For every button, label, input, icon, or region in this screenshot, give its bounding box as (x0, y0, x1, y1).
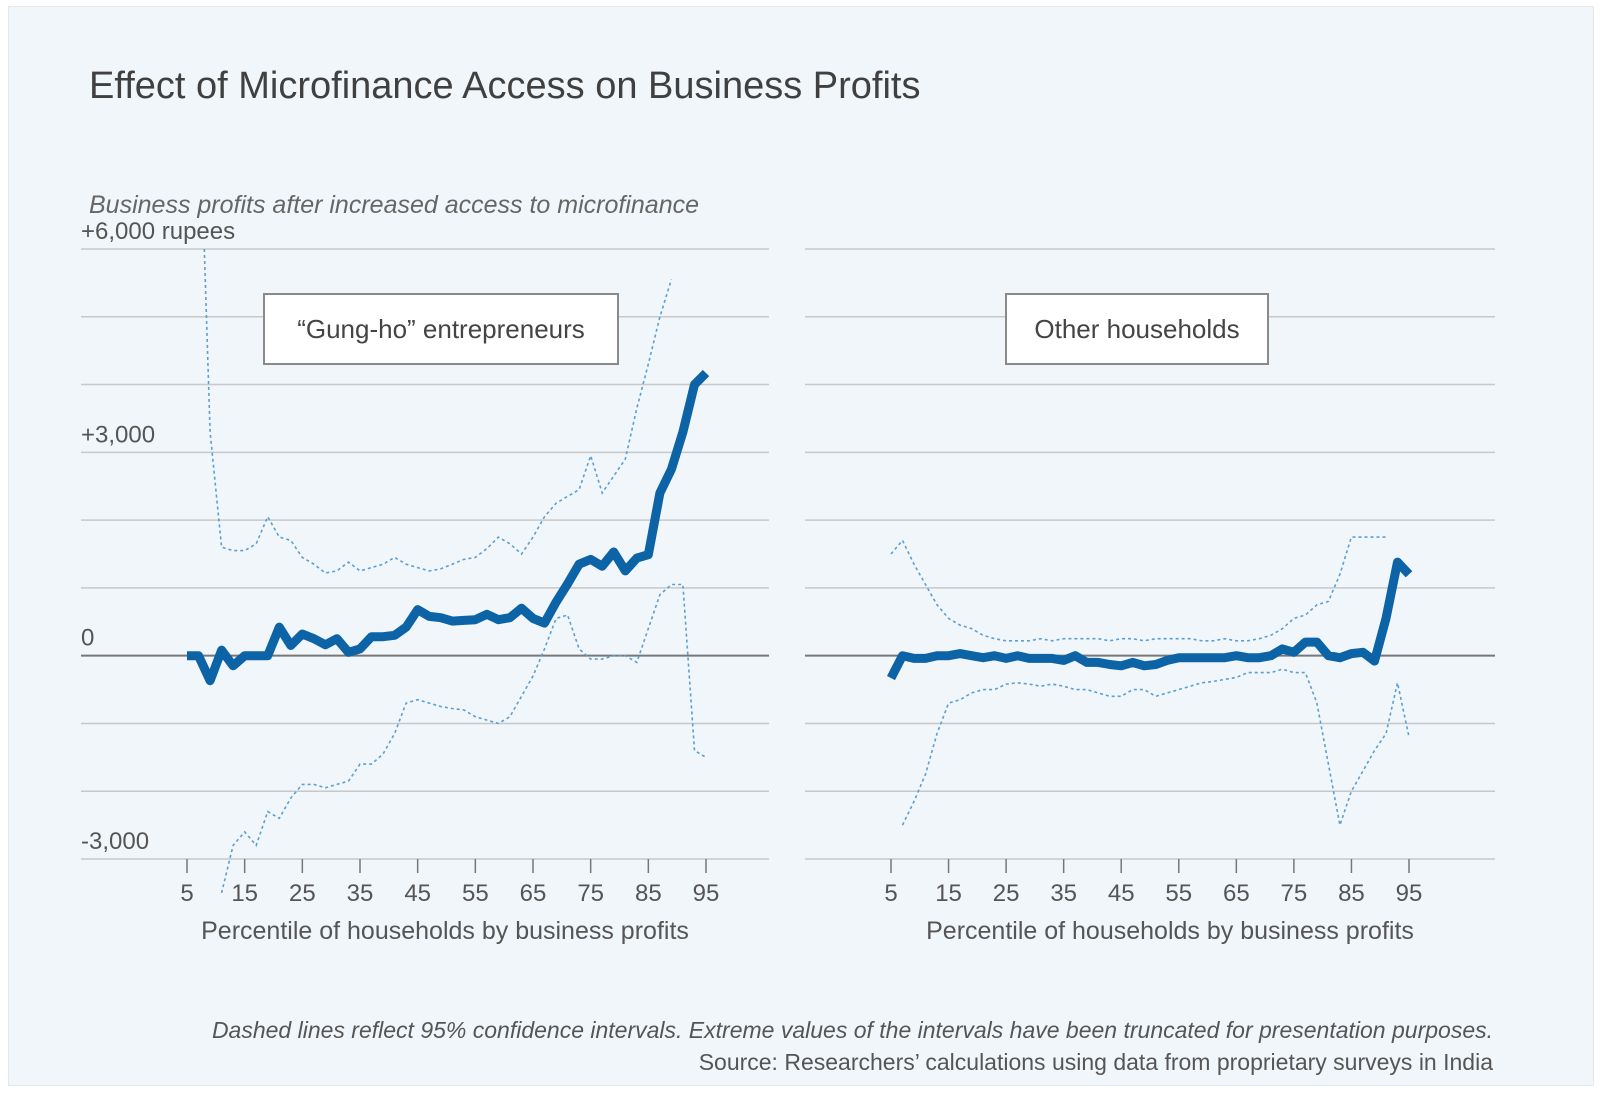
effect-line (887, 557, 1413, 681)
x-axis-label: Percentile of households by business pro… (201, 917, 689, 945)
ci-lower-line (901, 668, 1410, 829)
x-tick-label: 55 (462, 880, 489, 907)
x-tick-label: 45 (404, 880, 431, 907)
x-tick-label: 95 (693, 880, 720, 907)
effect-line (187, 369, 710, 686)
x-tick-label: 5 (884, 880, 897, 907)
x-tick-label: 25 (289, 880, 316, 907)
x-tick-label: 35 (1050, 880, 1077, 907)
y-tick-label: +6,000 rupees (81, 218, 235, 245)
chart-card: Effect of Microfinance Access on Busines… (8, 6, 1594, 1086)
x-tick-label: 95 (1396, 880, 1423, 907)
x-tick-label: 75 (1281, 880, 1308, 907)
panel-label-other: Other households (1005, 293, 1269, 365)
x-tick-label: 35 (347, 880, 374, 907)
y-axis-title: Business profits after increased access … (89, 191, 699, 219)
x-tick-label: 15 (231, 880, 258, 907)
x-tick-label: 75 (577, 880, 604, 907)
footnote: Dashed lines reflect 95% confidence inte… (211, 1017, 1493, 1043)
source-note: Source: Researchers’ calculations using … (698, 1049, 1493, 1075)
ci-upper-line (890, 536, 1386, 642)
x-tick-label: 45 (1108, 880, 1135, 907)
x-tick-label: 25 (993, 880, 1020, 907)
x-tick-label: 55 (1165, 880, 1192, 907)
panel-label-gung-ho: “Gung-ho” entrepreneurs (263, 293, 619, 365)
x-tick-label: 15 (935, 880, 962, 907)
x-tick-label: 65 (520, 880, 547, 907)
x-tick-label: 5 (180, 880, 193, 907)
y-tick-label: +3,000 (81, 421, 155, 448)
y-tick-label: 0 (81, 625, 94, 652)
ci-upper-line (203, 248, 673, 574)
y-tick-label: -3,000 (81, 828, 149, 855)
ci-lower-line (220, 583, 707, 894)
chart-title: Effect of Microfinance Access on Busines… (89, 65, 921, 107)
x-tick-label: 85 (635, 880, 662, 907)
x-tick-label: 85 (1338, 880, 1365, 907)
x-axis-label: Percentile of households by business pro… (926, 917, 1414, 945)
x-tick-label: 65 (1223, 880, 1250, 907)
